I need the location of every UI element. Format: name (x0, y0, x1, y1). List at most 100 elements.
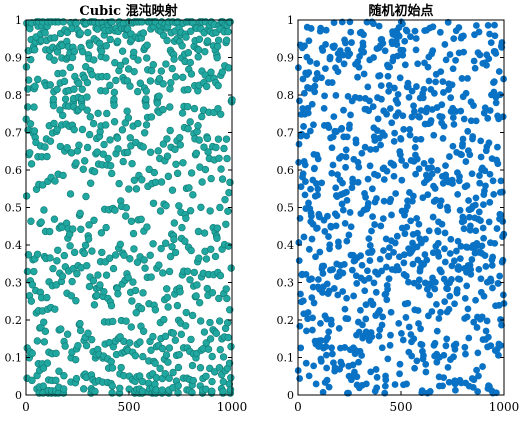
data-point (51, 57, 58, 64)
data-point (422, 361, 429, 368)
data-point (147, 77, 154, 84)
data-point (40, 319, 47, 326)
data-point (367, 162, 374, 169)
data-point (79, 126, 86, 133)
data-point (306, 246, 313, 253)
data-point (67, 242, 74, 249)
data-point (463, 282, 470, 289)
data-point (360, 49, 367, 56)
data-point (170, 369, 177, 376)
data-point (471, 58, 478, 65)
data-point (41, 207, 48, 214)
data-point (167, 79, 174, 86)
data-point (165, 304, 172, 311)
data-point (403, 224, 410, 231)
data-point (126, 255, 133, 262)
data-point (359, 322, 366, 329)
data-point (41, 338, 48, 345)
data-point (157, 365, 164, 372)
data-point (476, 209, 483, 216)
data-point (189, 312, 196, 319)
data-point (159, 345, 166, 352)
data-point (31, 104, 38, 111)
data-point (47, 81, 54, 88)
data-point (163, 352, 170, 359)
data-point (373, 366, 380, 373)
data-point (476, 180, 483, 187)
data-point (124, 108, 131, 115)
data-point (440, 374, 447, 381)
data-point (84, 144, 91, 151)
data-point (323, 27, 330, 34)
data-point (400, 126, 407, 133)
data-point (497, 342, 504, 349)
data-point (441, 298, 448, 305)
data-point (369, 213, 376, 220)
data-point (430, 214, 437, 221)
data-point (382, 383, 389, 390)
data-point (380, 247, 387, 254)
data-point (223, 286, 230, 293)
data-point (54, 86, 61, 93)
data-point (126, 339, 133, 346)
data-point (392, 381, 399, 388)
data-point (396, 33, 403, 40)
data-point (132, 352, 139, 359)
data-point (487, 107, 494, 114)
data-point (445, 364, 452, 371)
data-point (217, 346, 224, 353)
data-point (34, 76, 41, 83)
data-point (105, 155, 112, 162)
data-point (402, 230, 409, 237)
data-point (227, 374, 234, 381)
data-point (179, 110, 186, 117)
data-point (438, 197, 445, 204)
data-point (474, 324, 481, 331)
data-point (403, 381, 410, 388)
data-point (164, 153, 171, 160)
data-point (364, 267, 371, 274)
data-point (489, 285, 496, 292)
data-point (403, 314, 410, 321)
data-point (423, 257, 430, 264)
data-point (188, 247, 195, 254)
data-point (407, 217, 414, 224)
data-point (69, 226, 76, 233)
data-point (174, 170, 181, 177)
data-point (322, 343, 329, 350)
data-point (188, 170, 195, 177)
data-point (205, 149, 212, 156)
data-point (28, 160, 35, 167)
data-point (133, 185, 140, 192)
data-point (142, 265, 149, 272)
data-point (77, 327, 84, 334)
data-point (311, 83, 318, 90)
data-point (394, 100, 401, 107)
data-point (482, 263, 489, 270)
data-point (338, 125, 345, 132)
data-point (127, 83, 134, 90)
data-point (347, 29, 354, 36)
data-point (439, 221, 446, 228)
data-point (480, 201, 487, 208)
data-point (42, 328, 49, 335)
data-point (386, 64, 393, 71)
data-point (426, 78, 433, 85)
data-point (358, 150, 365, 157)
data-point (426, 292, 433, 299)
data-point (203, 373, 210, 380)
data-point (169, 65, 176, 72)
data-point (395, 320, 402, 327)
data-point (326, 384, 333, 391)
data-point (127, 134, 134, 141)
data-point (80, 166, 87, 173)
data-point (91, 168, 98, 175)
data-point (189, 191, 196, 198)
data-point (308, 25, 315, 32)
data-point (322, 41, 329, 48)
data-point (303, 360, 310, 367)
data-point (83, 262, 90, 269)
data-point (473, 22, 480, 29)
data-point (107, 36, 114, 43)
